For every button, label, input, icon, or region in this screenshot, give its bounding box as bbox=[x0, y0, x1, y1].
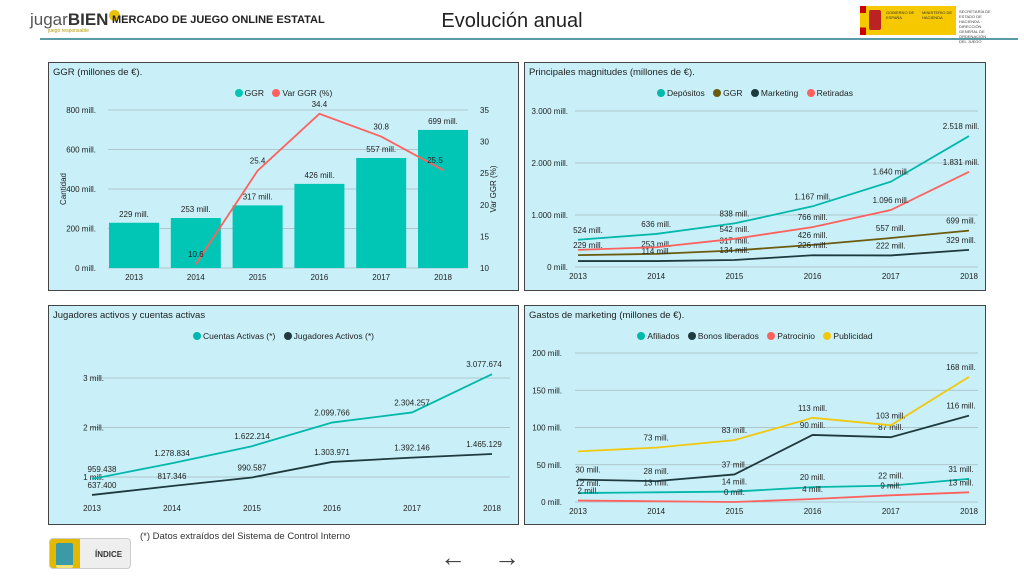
legend-item[interactable]: Marketing bbox=[750, 88, 798, 98]
legend-item[interactable]: GGR bbox=[234, 88, 264, 98]
legend-dot-icon bbox=[750, 89, 759, 97]
panel-title: Jugadores activos y cuentas activas bbox=[53, 310, 206, 321]
logo-text-bold: BIEN bbox=[67, 10, 109, 29]
app-title: MERCADO DE JUEGO ONLINE ESTATAL bbox=[112, 14, 325, 26]
coat-of-arms-icon bbox=[869, 10, 881, 30]
legend-dot-icon bbox=[656, 89, 665, 97]
legend-item[interactable]: Publicidad bbox=[823, 331, 873, 341]
legend: Afiliados Bonos liberados Patrocinio Pub… bbox=[525, 331, 985, 341]
legend-item[interactable]: Bonos liberados bbox=[687, 331, 759, 341]
header-divider bbox=[40, 38, 1018, 40]
legend-item[interactable]: Var GGR (%) bbox=[272, 88, 332, 98]
panel-title: Gastos de marketing (millones de €). bbox=[529, 310, 685, 321]
legend-dot-icon bbox=[713, 89, 722, 97]
magnitudes-panel: Principales magnitudes (millones de €). … bbox=[524, 62, 986, 291]
marketing-panel: Gastos de marketing (millones de €). Afi… bbox=[524, 305, 986, 525]
legend-item[interactable]: Cuentas Activas (*) bbox=[193, 331, 275, 341]
government-logo: GOBIERNO DE ESPAÑA MINISTERIO DE HACIENDA… bbox=[860, 6, 997, 44]
legend: GGR Var GGR (%) bbox=[49, 88, 518, 98]
legend-item[interactable]: Retiradas bbox=[806, 88, 853, 98]
legend-dot-icon bbox=[272, 89, 281, 97]
logo-dot-icon bbox=[109, 10, 121, 21]
jugadores-panel: Jugadores activos y cuentas activas Cuen… bbox=[48, 305, 519, 525]
flag-icon bbox=[860, 6, 866, 35]
ggr-panel: GGR (millones de €). GGR Var GGR (%) bbox=[48, 62, 519, 291]
legend-dot-icon bbox=[234, 89, 243, 97]
secretaria-text: SECRETARÍA DE ESTADO DE HACIENDA · DIREC… bbox=[956, 6, 997, 44]
legend-dot-icon bbox=[823, 332, 832, 340]
jugarbien-logo: jugarBIEN juego responsable bbox=[30, 10, 121, 34]
legend-dot-icon bbox=[767, 332, 776, 340]
logo-tagline: juego responsable bbox=[48, 28, 89, 34]
legend: Depósitos GGR Marketing Retiradas bbox=[525, 88, 985, 98]
ministry-text: MINISTERIO DE HACIENDA bbox=[922, 10, 953, 20]
legend-item[interactable]: Patrocinio bbox=[767, 331, 815, 341]
legend-item[interactable]: Afiliados bbox=[637, 331, 680, 341]
logo-text: jugar bbox=[30, 10, 68, 29]
legend-item[interactable]: GGR bbox=[713, 88, 743, 98]
legend-item[interactable]: Jugadores Activos (*) bbox=[283, 331, 374, 341]
panel-title: GGR (millones de €). bbox=[53, 67, 143, 78]
legend: Cuentas Activas (*) Jugadores Activos (*… bbox=[49, 331, 518, 341]
legend-dot-icon bbox=[687, 332, 696, 340]
legend-dot-icon bbox=[283, 332, 292, 340]
legend-item[interactable]: Depósitos bbox=[656, 88, 705, 98]
page-title: Evolución anual bbox=[441, 10, 583, 32]
footnote: (*) Datos extraídos del Sistema de Contr… bbox=[140, 531, 351, 542]
arrow-left-icon[interactable]: ← bbox=[440, 542, 466, 572]
book-icon bbox=[56, 543, 73, 568]
arrow-right-icon[interactable]: → bbox=[494, 542, 520, 572]
index-button[interactable]: ÍNDICE bbox=[49, 538, 131, 569]
legend-dot-icon bbox=[637, 332, 646, 340]
panel-title: Principales magnitudes (millones de €). bbox=[529, 67, 695, 78]
gov-text: GOBIERNO DE ESPAÑA bbox=[886, 10, 915, 20]
legend-dot-icon bbox=[806, 89, 815, 97]
index-button-label: ÍNDICE bbox=[95, 550, 123, 559]
legend-dot-icon bbox=[193, 332, 201, 340]
